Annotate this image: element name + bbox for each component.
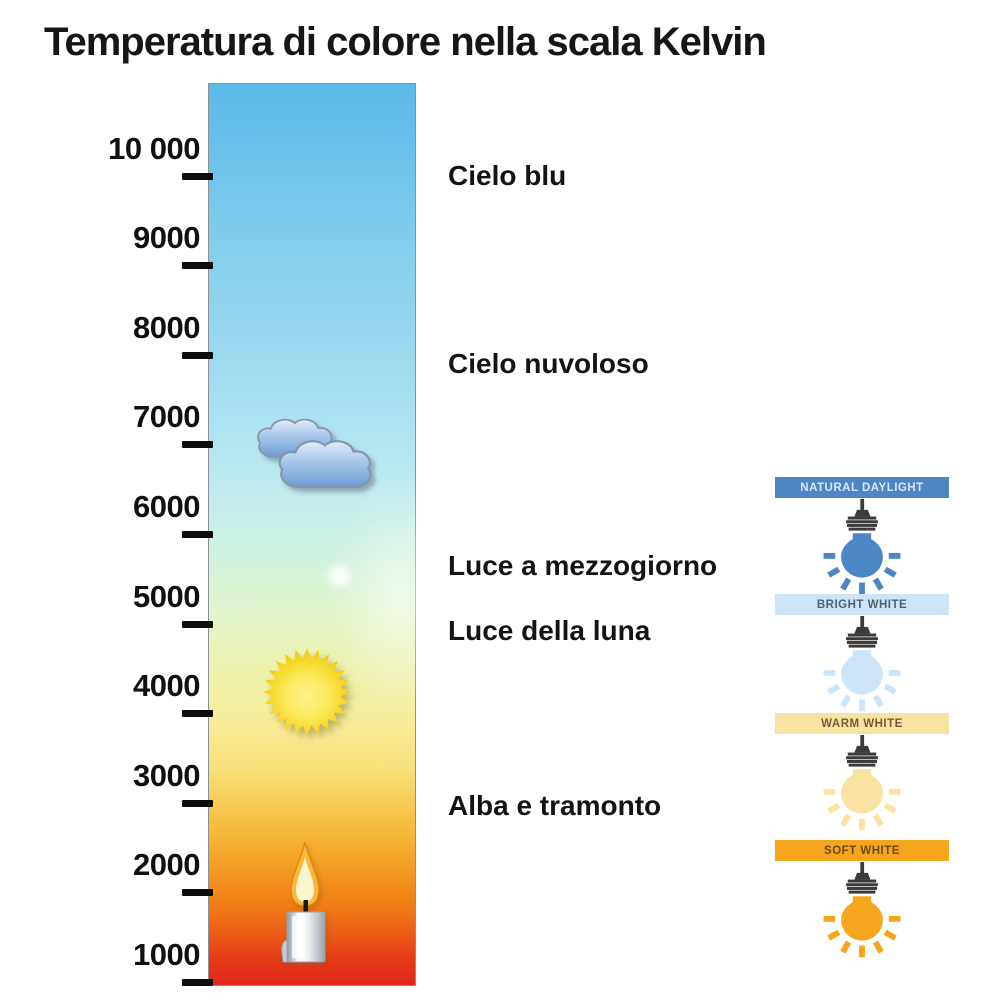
kelvin-scale-label: 5000	[133, 579, 200, 614]
bulb-group-bright-white: BRIGHT WHITE	[775, 594, 949, 713]
bulb-group-warm-white: WARM WHITE	[775, 713, 949, 832]
kelvin-scale-label: 4000	[133, 668, 200, 703]
kelvin-scale-tick	[182, 173, 213, 180]
kelvin-scale-tick	[182, 710, 213, 717]
candle-icon	[281, 841, 326, 963]
bulb-banner: NATURAL DAYLIGHT	[775, 477, 949, 498]
kelvin-scale-tick	[182, 531, 213, 538]
kelvin-scale-label: 9000	[133, 220, 200, 255]
kelvin-scale-tick	[182, 352, 213, 359]
kelvin-scale-label: 1000	[133, 937, 200, 972]
kelvin-scale-tick	[182, 441, 213, 448]
annotation-cielo-blu: Cielo blu	[448, 160, 567, 191]
annotation-luce-mezzogiorno: Luce a mezzogiorno	[448, 550, 718, 581]
annotation-alba-tramonto: Alba e tramonto	[448, 790, 662, 821]
kelvin-scale-tick	[182, 800, 213, 807]
kelvin-scale-label: 10 000	[108, 131, 200, 166]
kelvin-scale-label: 6000	[133, 489, 200, 524]
kelvin-scale-label: 7000	[133, 399, 200, 434]
bulb-banner-label: SOFT WHITE	[824, 844, 900, 857]
bulb-banner: BRIGHT WHITE	[775, 594, 949, 615]
kelvin-scale-label: 3000	[133, 758, 200, 793]
moon-icon	[328, 566, 350, 586]
light-bulb-icon	[823, 862, 901, 958]
kelvin-scale-tick	[182, 889, 213, 896]
kelvin-scale-tick	[182, 979, 213, 986]
bulb-group-natural-daylight: NATURAL DAYLIGHT	[775, 477, 949, 596]
annotation-cielo-nuvoloso: Cielo nuvoloso	[448, 348, 649, 379]
light-bulb-icon	[823, 616, 901, 712]
bulb-banner-label: WARM WHITE	[821, 717, 903, 730]
sun-icon	[263, 648, 351, 736]
bulb-banner: SOFT WHITE	[775, 840, 949, 861]
bulb-group-soft-white: SOFT WHITE	[775, 840, 949, 959]
bulb-banner: WARM WHITE	[775, 713, 949, 734]
clouds-icon	[257, 418, 372, 489]
kelvin-scale-tick	[182, 262, 213, 269]
light-bulb-icon	[823, 735, 901, 831]
bulb-banner-label: NATURAL DAYLIGHT	[800, 481, 924, 494]
kelvin-scale-tick	[182, 621, 213, 628]
annotation-luce-luna: Luce della luna	[448, 615, 651, 646]
kelvin-scale-label: 8000	[133, 310, 200, 345]
bulb-banner-label: BRIGHT WHITE	[816, 598, 908, 611]
kelvin-scale-label: 2000	[133, 847, 200, 882]
page-title: Temperatura di colore nella scala Kelvin	[44, 20, 767, 64]
light-bulb-icon	[823, 499, 901, 595]
